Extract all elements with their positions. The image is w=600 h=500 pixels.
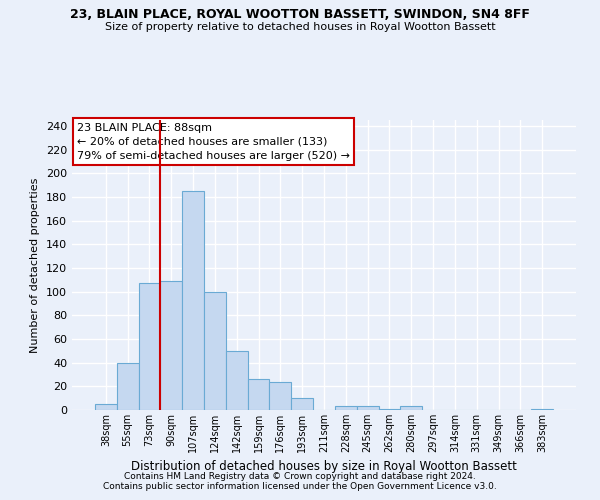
Bar <box>291 398 313 410</box>
Bar <box>117 362 139 410</box>
Bar <box>182 191 204 410</box>
Text: 23, BLAIN PLACE, ROYAL WOOTTON BASSETT, SWINDON, SN4 8FF: 23, BLAIN PLACE, ROYAL WOOTTON BASSETT, … <box>70 8 530 20</box>
Bar <box>531 409 553 410</box>
Bar <box>379 409 400 410</box>
Bar <box>139 284 160 410</box>
Y-axis label: Number of detached properties: Number of detached properties <box>31 178 40 352</box>
Bar <box>269 382 291 410</box>
Text: Size of property relative to detached houses in Royal Wootton Bassett: Size of property relative to detached ho… <box>104 22 496 32</box>
Text: 23 BLAIN PLACE: 88sqm
← 20% of detached houses are smaller (133)
79% of semi-det: 23 BLAIN PLACE: 88sqm ← 20% of detached … <box>77 123 350 161</box>
Bar <box>357 406 379 410</box>
Text: Contains HM Land Registry data © Crown copyright and database right 2024.: Contains HM Land Registry data © Crown c… <box>124 472 476 481</box>
Bar <box>248 379 269 410</box>
Bar <box>335 406 357 410</box>
Bar <box>226 351 248 410</box>
Bar <box>400 406 422 410</box>
Text: Contains public sector information licensed under the Open Government Licence v3: Contains public sector information licen… <box>103 482 497 491</box>
Bar <box>204 292 226 410</box>
Bar <box>160 281 182 410</box>
Bar <box>95 404 117 410</box>
X-axis label: Distribution of detached houses by size in Royal Wootton Bassett: Distribution of detached houses by size … <box>131 460 517 473</box>
